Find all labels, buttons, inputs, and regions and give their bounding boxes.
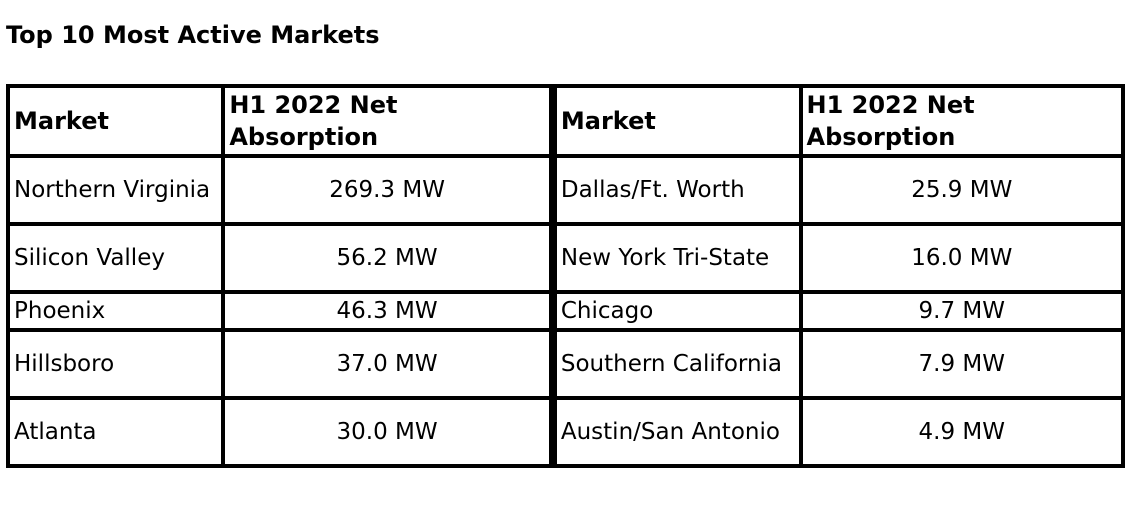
- market-cell: Phoenix: [10, 294, 226, 332]
- table-row: Hillsboro 37.0 MW Southern California 7.…: [10, 332, 1125, 400]
- absorption-cell: 25.9 MW: [802, 158, 1125, 226]
- absorption-cell: 4.9 MW: [802, 400, 1125, 468]
- absorption-cell: 16.0 MW: [802, 226, 1125, 294]
- market-cell: Northern Virginia: [10, 158, 226, 226]
- column-header-market: Market: [10, 88, 226, 158]
- table-row: Phoenix 46.3 MW Chicago 9.7 MW: [10, 294, 1125, 332]
- table-row: Atlanta 30.0 MW Austin/San Antonio 4.9 M…: [10, 400, 1125, 468]
- absorption-cell: 37.0 MW: [225, 332, 557, 400]
- market-cell: Austin/San Antonio: [556, 400, 803, 468]
- market-cell: New York Tri-State: [556, 226, 803, 294]
- market-cell: Southern California: [556, 332, 803, 400]
- table-row: Silicon Valley 56.2 MW New York Tri-Stat…: [10, 226, 1125, 294]
- absorption-cell: 46.3 MW: [225, 294, 557, 332]
- table-row: Northern Virginia 269.3 MW Dallas/Ft. Wo…: [10, 158, 1125, 226]
- absorption-cell: 9.7 MW: [802, 294, 1125, 332]
- absorption-cell: 56.2 MW: [225, 226, 557, 294]
- market-cell: Chicago: [556, 294, 803, 332]
- column-header-net-absorption: H1 2022 Net Absorption: [225, 88, 557, 158]
- markets-table: Market H1 2022 Net Absorption Market H1 …: [6, 84, 1125, 468]
- absorption-cell: 7.9 MW: [802, 332, 1125, 400]
- market-cell: Dallas/Ft. Worth: [556, 158, 803, 226]
- market-cell: Silicon Valley: [10, 226, 226, 294]
- absorption-cell: 269.3 MW: [225, 158, 557, 226]
- column-header-net-absorption: H1 2022 Net Absorption: [802, 88, 1125, 158]
- market-cell: Atlanta: [10, 400, 226, 468]
- market-cell: Hillsboro: [10, 332, 226, 400]
- table-header-row: Market H1 2022 Net Absorption Market H1 …: [10, 88, 1125, 158]
- absorption-cell: 30.0 MW: [225, 400, 557, 468]
- column-header-market: Market: [556, 88, 803, 158]
- page-title: Top 10 Most Active Markets: [6, 21, 380, 49]
